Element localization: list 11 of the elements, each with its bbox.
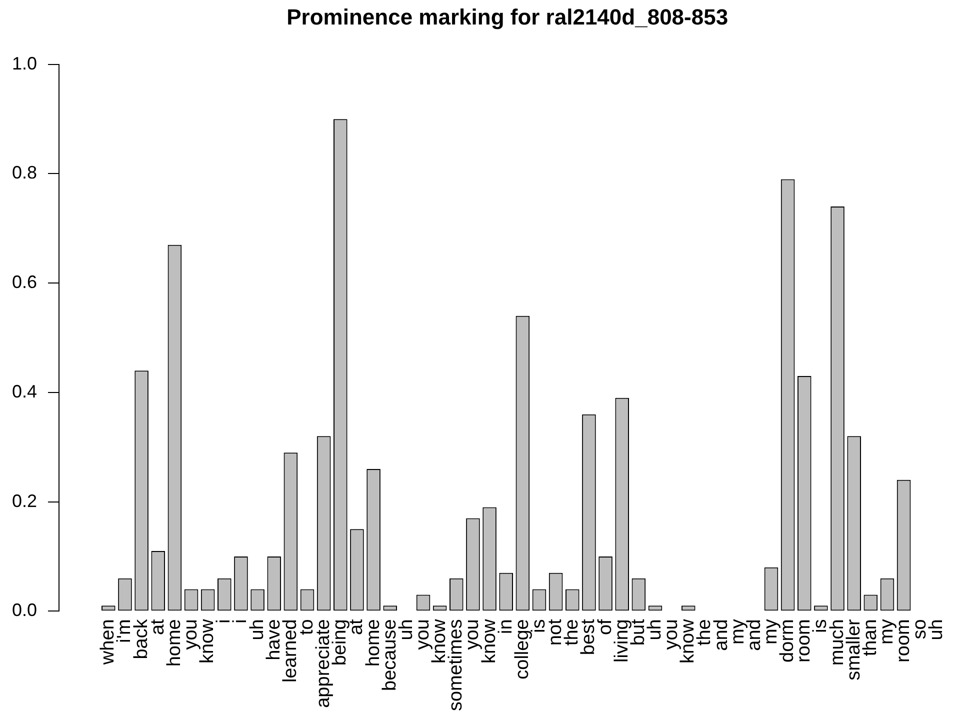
y-tick-label: 0.2 [12, 490, 38, 511]
y-tick-label: 0.0 [12, 600, 38, 620]
y-tick-label: 0.8 [12, 162, 38, 183]
x-tick-label: the [562, 619, 583, 646]
x-tick-label: my [760, 618, 782, 644]
chart-title: Prominence marking for ral2140d_808-853 [286, 4, 728, 30]
x-tick-label: home [362, 619, 384, 667]
y-tick-label: 0.6 [12, 272, 38, 292]
y-tick-label: 1.0 [12, 53, 38, 74]
y-tick-label: 0.4 [12, 381, 38, 402]
x-tick-label: uh [926, 619, 948, 640]
